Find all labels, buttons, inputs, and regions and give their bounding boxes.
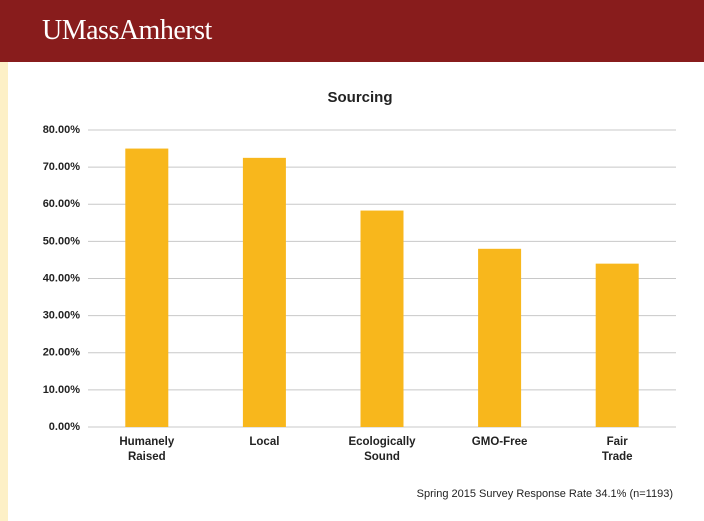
y-tick-label: 70.00% — [43, 161, 81, 173]
footnote: Spring 2015 Survey Response Rate 34.1% (… — [417, 488, 673, 500]
bar — [125, 148, 169, 427]
y-tick-label: 10.00% — [43, 384, 81, 396]
bar — [242, 157, 286, 427]
bar — [478, 248, 522, 427]
y-tick-label: 60.00% — [43, 198, 81, 210]
x-tick-label: Local — [249, 436, 279, 448]
y-tick-label: 40.00% — [43, 272, 81, 284]
x-tick-label: Ecologically — [348, 436, 416, 448]
x-tick-label: Raised — [128, 451, 166, 463]
logo[interactable]: UMassAmherst — [42, 15, 212, 46]
x-tick-label: Sound — [364, 451, 400, 463]
x-tick-label: Trade — [602, 451, 633, 463]
y-tick-label: 80.00% — [43, 124, 81, 136]
y-tick-label: 0.00% — [49, 421, 80, 433]
bar — [595, 263, 639, 427]
y-tick-label: 30.00% — [43, 310, 81, 322]
x-tick-label: GMO-Free — [472, 436, 528, 448]
bar — [360, 210, 404, 427]
side-strip — [0, 62, 8, 521]
y-tick-label: 20.00% — [43, 347, 81, 359]
chart-title: Sourcing — [327, 89, 392, 106]
header-bar: UMassAmherst — [0, 0, 704, 62]
x-tick-label: Fair — [607, 436, 629, 448]
x-tick-label: Humanely — [119, 436, 175, 448]
y-tick-label: 50.00% — [43, 235, 81, 247]
